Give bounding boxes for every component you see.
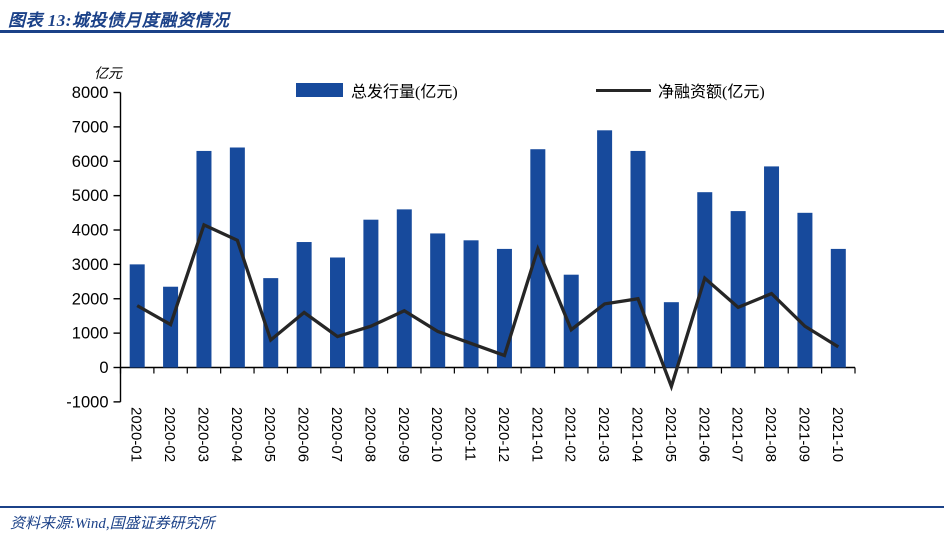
x-tick-label: 2021-03 [595,407,612,462]
bar-2021-10 [830,248,846,368]
x-tick-label: 2021-08 [762,407,779,462]
x-tick-label: 2020-07 [328,407,345,462]
y-tick-label: 6000 [72,153,109,171]
x-tick-label: 2021-02 [562,407,579,462]
bar-2020-05 [263,278,279,368]
bar-2021-08 [764,166,780,368]
y-tick-label: 0 [99,359,108,377]
bar-2021-09 [797,212,813,368]
legend-item-net-financing: 净融资额(亿元) [596,78,765,102]
bar-series-swatch [296,83,343,97]
bar-2021-05 [663,302,679,368]
x-tick-label: 2021-05 [662,407,679,462]
x-tick-label: 2021-06 [695,407,712,462]
chart-canvas: 8000 7000 6000 5000 4000 3000 2000 1000 0 -1000 20… [66,84,856,462]
bar-2021-01 [530,149,546,368]
x-tick-label: 2020-09 [395,407,412,462]
footer-rule [0,506,944,508]
bar-2020-07 [330,257,346,368]
bar-2021-03 [597,130,613,368]
y-tick-label: 3000 [72,256,109,274]
bar-2021-07 [730,211,746,368]
x-tick-label: 2020-05 [261,407,278,462]
x-tick-label: 2020-04 [228,407,245,462]
source-note: 资料来源:Wind,国盛证券研究所 [10,516,215,532]
x-tick-label: 2020-12 [495,407,512,462]
x-tick-label: 2021-04 [628,407,645,462]
x-tick-label: 2020-08 [361,407,378,462]
y-axis-unit-label: 亿元 [94,67,122,82]
line-series-swatch [596,88,651,92]
bar-2020-11 [463,240,479,368]
page-title: 图表 13:城投债月度融资情况 [8,11,230,30]
y-tick-label: 2000 [72,290,109,308]
y-tick-label: 8000 [72,84,109,102]
x-tick-label: 2020-02 [161,407,178,462]
x-tick-label: 2020-06 [295,407,312,462]
y-tick-label: -1000 [66,393,108,411]
x-tick-label: 2020-03 [194,407,211,462]
title-rule [0,30,944,33]
y-tick-label: 4000 [72,222,109,240]
y-tick-label: 7000 [72,118,109,136]
x-tick-label: 2021-07 [729,407,746,462]
x-tick-label: 2021-01 [528,407,545,462]
net-financing-line [136,222,840,392]
bar-2020-10 [430,233,446,368]
bar-2021-04 [630,150,646,368]
x-tick-label: 2021-09 [795,407,812,462]
bar-series-label: 总发行量(亿元) [351,84,458,101]
x-tick-label: 2020-10 [428,407,445,462]
legend-item-total-issuance: 总发行量(亿元) [296,78,458,102]
y-tick-label: 1000 [72,325,109,343]
bar-2020-04 [229,147,245,368]
x-tick-label: 2020-01 [128,407,145,462]
line-series-label: 净融资额(亿元) [658,84,765,101]
bar-2020-03 [196,150,212,368]
x-tick-label: 2020-11 [462,407,479,461]
bar-2020-06 [296,242,312,368]
bar-2020-08 [363,219,379,368]
bar-2020-12 [496,248,512,368]
bar-2021-02 [563,274,579,368]
bar-2020-01 [129,264,145,368]
bar-2020-09 [396,209,412,368]
bar-2020-02 [163,286,179,368]
y-tick-label: 5000 [72,187,109,205]
x-tick-label: 2021-10 [829,407,846,462]
